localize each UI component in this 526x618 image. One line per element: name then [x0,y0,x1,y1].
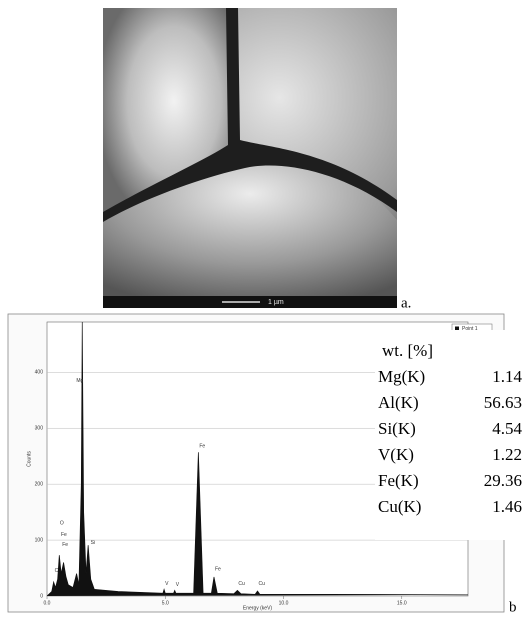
peak-label: V [165,581,169,587]
y-axis-label: Counts [26,451,32,467]
composition-table: wt. [%] Mg(K) 1.14 Al(K) 56.63 Si(K) 4.54 V(K) 1… [378,341,523,516]
peak-label: O [60,521,64,527]
panel-label: b [509,599,517,615]
weight: 29.36 [484,471,522,490]
x-tick-label: 10.0 [279,600,289,606]
element: Al(K) [378,393,419,412]
x-tick-label: 0.0 [44,600,51,606]
weight: 1.46 [492,497,522,516]
element: Si(K) [378,419,416,438]
weight: 56.63 [484,393,522,412]
spectrum [47,322,468,596]
legend-label: Point 1 [462,326,478,332]
panel-label: a. [401,295,411,311]
peak-label: Fe [61,532,67,538]
legend-swatch [455,326,459,331]
element: Mg(K) [378,367,425,386]
y-tick-label: 400 [35,370,44,376]
weight: 1.22 [492,445,522,464]
peak-label: Fe [62,542,68,548]
peak-label: Fe [215,566,221,572]
y-tick-label: 200 [35,481,44,487]
x-axis-label: Energy (keV) [243,605,273,611]
element: V(K) [378,445,414,464]
peak-label: Cu [238,581,245,587]
y-tick-label: 0 [40,593,43,599]
peak-label: Fe [199,443,205,449]
peak-label: Cu [259,581,266,587]
peak-label: C [55,568,59,574]
element: Cu(K) [378,497,421,516]
x-tick-label: 15.0 [397,600,407,606]
weight: 1.14 [492,367,522,386]
table-header: wt. [%] [382,341,433,360]
element: Fe(K) [378,471,419,490]
x-tick-label: 5.0 [162,600,169,606]
scale-bar-label: 1 µm [268,299,284,306]
peak-label: Mg [76,378,83,384]
table-box [375,330,526,540]
micrograph: 1 µm a. [103,8,411,311]
weight: 4.54 [492,419,522,438]
y-tick-label: 100 [35,537,44,543]
y-tick-label: 300 [35,426,44,432]
peak-label: V [176,582,180,588]
peak-label: Si [91,540,95,546]
